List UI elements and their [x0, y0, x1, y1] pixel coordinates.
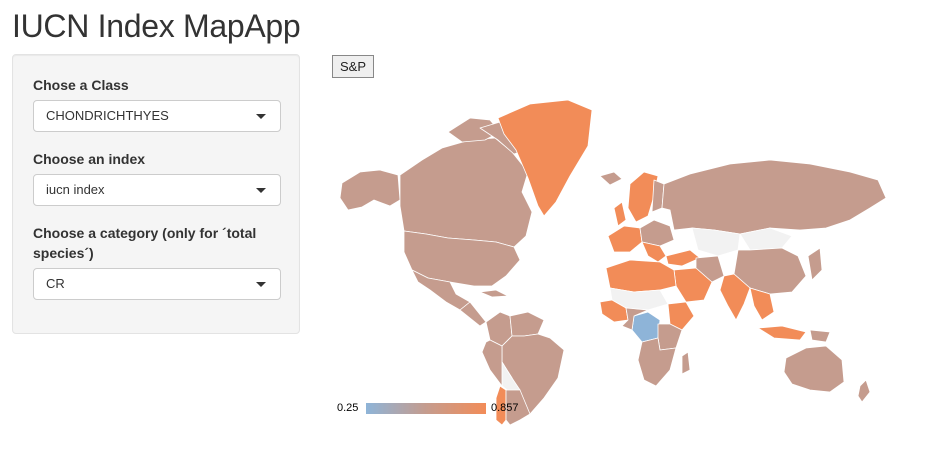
class-select[interactable]: CHONDRICHTHYES: [33, 100, 281, 132]
country-new-zealand[interactable]: [857, 379, 871, 403]
country-turkey[interactable]: [665, 249, 701, 267]
country-canada[interactable]: [399, 137, 533, 248]
country-horn-africa[interactable]: [667, 301, 695, 331]
country-india[interactable]: [719, 273, 751, 321]
country-central-europe[interactable]: [639, 219, 675, 247]
legend-min-label: 0.25: [337, 402, 359, 414]
country-greenland[interactable]: [497, 99, 593, 217]
country-france-iberia[interactable]: [607, 225, 643, 253]
country-drc[interactable]: [631, 311, 661, 343]
class-label: Chose a Class: [33, 77, 129, 93]
country-mongolia[interactable]: [739, 227, 793, 251]
country-uk[interactable]: [613, 201, 627, 227]
country-southern-africa[interactable]: [637, 337, 677, 387]
country-italy-balkans[interactable]: [641, 241, 667, 263]
country-north-africa[interactable]: [605, 259, 677, 293]
country-cuba[interactable]: [479, 289, 509, 298]
country-se-asia[interactable]: [749, 287, 775, 321]
index-select-value: iucn index: [46, 182, 105, 197]
country-japan[interactable]: [807, 247, 823, 281]
country-central-africa[interactable]: [621, 307, 649, 331]
country-indonesia[interactable]: [757, 325, 807, 341]
projection-button[interactable]: S&P: [332, 55, 374, 78]
class-select-value: CHONDRICHTHYES: [46, 108, 169, 123]
chevron-down-icon: [256, 282, 266, 287]
country-australia[interactable]: [783, 345, 845, 393]
country-iran[interactable]: [695, 255, 725, 283]
app-title: IUCN Index MapApp: [12, 8, 301, 44]
category-select[interactable]: CR: [33, 268, 281, 300]
chevron-down-icon: [256, 114, 266, 119]
world-map[interactable]: [330, 80, 900, 425]
index-select[interactable]: iucn index: [33, 174, 281, 206]
country-scandinavia[interactable]: [627, 171, 659, 223]
country-argentina[interactable]: [505, 389, 531, 425]
legend-color-bar: [366, 403, 486, 414]
country-madagascar[interactable]: [681, 351, 691, 375]
index-label: Choose an index: [33, 151, 146, 167]
country-png[interactable]: [809, 329, 831, 343]
category-label: Choose a category (only for ´total speci…: [33, 225, 257, 261]
country-iceland[interactable]: [599, 171, 623, 186]
category-select-value: CR: [46, 276, 65, 291]
legend-max-label: 0.857: [491, 402, 519, 414]
chevron-down-icon: [256, 188, 266, 193]
country-alaska[interactable]: [339, 169, 401, 211]
country-venezuela[interactable]: [509, 311, 545, 337]
country-russia[interactable]: [661, 159, 887, 235]
country-east-africa[interactable]: [657, 323, 683, 351]
sidebar-panel: Chose a Class CHONDRICHTHYES Choose an i…: [12, 54, 300, 334]
